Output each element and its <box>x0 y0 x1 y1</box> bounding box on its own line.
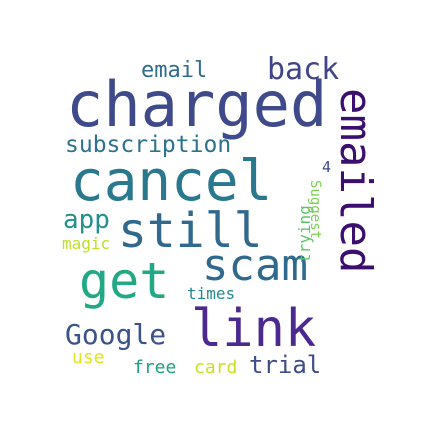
word-scam: scam <box>202 240 308 291</box>
word-charged: charged <box>66 68 327 141</box>
word-google: Google <box>65 318 166 351</box>
word-get: get <box>79 252 169 310</box>
word-trying: trying <box>295 205 314 263</box>
word-use: use <box>72 347 105 368</box>
word-free: free <box>133 357 176 378</box>
word-still: still <box>118 203 263 259</box>
word-email: email <box>141 58 207 83</box>
word-times: times <box>187 284 235 303</box>
word-app: app <box>63 205 110 235</box>
word-trial: trial <box>249 351 321 379</box>
word-4: 4 <box>322 158 331 176</box>
word-back: back <box>267 52 339 87</box>
word-link: link <box>191 299 316 359</box>
word-cancel: cancel <box>70 149 272 214</box>
word-card: card <box>194 357 237 378</box>
word-emailed: emailed <box>330 88 381 273</box>
word-magic: magic <box>62 234 110 253</box>
word-suggest: Suggest <box>307 180 323 239</box>
word-subscription: subscription <box>65 132 231 158</box>
